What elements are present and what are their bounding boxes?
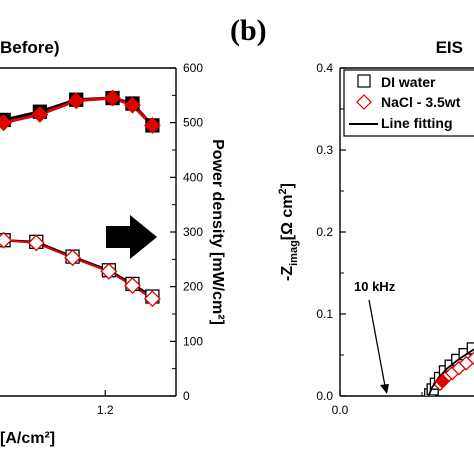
left-data-point	[0, 114, 13, 132]
left-chart: Before) 0 100 200 300 400 500 600 1.2 Power de…	[0, 38, 226, 447]
left-data-point	[143, 290, 161, 308]
right-series-layer	[424, 342, 474, 396]
legend-marker-open-square	[357, 74, 371, 88]
right-data-point	[467, 351, 474, 366]
annotation-arrow-line	[368, 299, 386, 387]
ylabel-close: ]	[279, 183, 296, 188]
left-right-axis-tick-label: 200	[183, 280, 203, 294]
panel-label: (b)	[230, 14, 267, 47]
left-right-axis-tick-label: 600	[183, 61, 203, 75]
right-chart-title: EIS	[436, 38, 463, 57]
annotation-arrowhead-icon	[380, 384, 389, 394]
right-y-axis-tick-label: 0.4	[316, 61, 333, 75]
right-data-point-highlight	[435, 373, 450, 389]
legend-label-2: NaCl - 3.5wt	[381, 94, 461, 110]
left-data-point	[0, 231, 13, 249]
legend-label-3: Line fitting	[381, 115, 453, 131]
left-right-axis-tick-label: 400	[183, 170, 203, 184]
ylabel-unit: [Ω cm	[279, 194, 296, 240]
left-data-point	[124, 277, 141, 294]
right-y-axis-label: -Zimag[Ω cm2]	[277, 183, 300, 281]
left-right-axis-ticks: 0 100 200 300 400 500 600	[170, 61, 203, 403]
annotation-10khz: 10 kHz	[354, 279, 396, 294]
left-x-axis-ticks: 1.2	[97, 390, 114, 417]
right-y-axis-ticks: 0.0 0.1 0.2 0.3 0.4	[316, 61, 346, 403]
left-data-point	[67, 92, 85, 110]
right-plot-area	[424, 342, 474, 396]
right-y-axis-tick-label: 0.0	[316, 389, 333, 403]
left-right-axis-label: Power density [mW/cm²]	[209, 139, 226, 325]
ylabel-sup: 2	[277, 188, 289, 194]
ylabel-subscript: imag	[288, 240, 300, 266]
right-chart: EIS 0.0 0.1 0.2 0.3 0.4 0.00.2 -Zimag[Ω cm2]…	[277, 38, 474, 417]
left-data-point	[27, 234, 45, 252]
left-data-point	[31, 106, 49, 123]
legend: DI water NaCl - 3.5wt Line fitting	[343, 69, 474, 137]
left-data-point	[124, 96, 141, 114]
ylabel-prefix: -Z	[279, 266, 296, 281]
left-x-axis-tick-label: 1.2	[97, 403, 114, 417]
left-right-axis-tick-label: 0	[183, 389, 190, 403]
left-data-point	[100, 262, 118, 280]
right-y-axis-tick-label: 0.1	[316, 307, 333, 321]
right-x-axis-ticks: 0.00.2	[332, 390, 423, 417]
right-y-axis-tick-label: 0.2	[316, 225, 333, 239]
left-right-axis-tick-label: 500	[183, 116, 203, 130]
right-arrow-icon	[106, 215, 157, 259]
right-x-axis-tick-label: 0.0	[332, 403, 349, 417]
legend-label-1: DI water	[381, 74, 436, 90]
left-right-axis-tick-label: 100	[183, 334, 203, 348]
legend-marker-open-diamond	[356, 94, 372, 110]
right-y-axis-tick-label: 0.3	[316, 143, 333, 157]
left-series-layer	[0, 89, 161, 308]
left-right-axis-tick-label: 300	[183, 225, 203, 239]
left-x-axis-label: [A/cm²]	[0, 430, 55, 447]
left-chart-title: Before)	[0, 38, 60, 57]
left-data-point	[104, 89, 121, 107]
left-data-point	[143, 116, 161, 134]
left-data-point	[64, 249, 81, 267]
